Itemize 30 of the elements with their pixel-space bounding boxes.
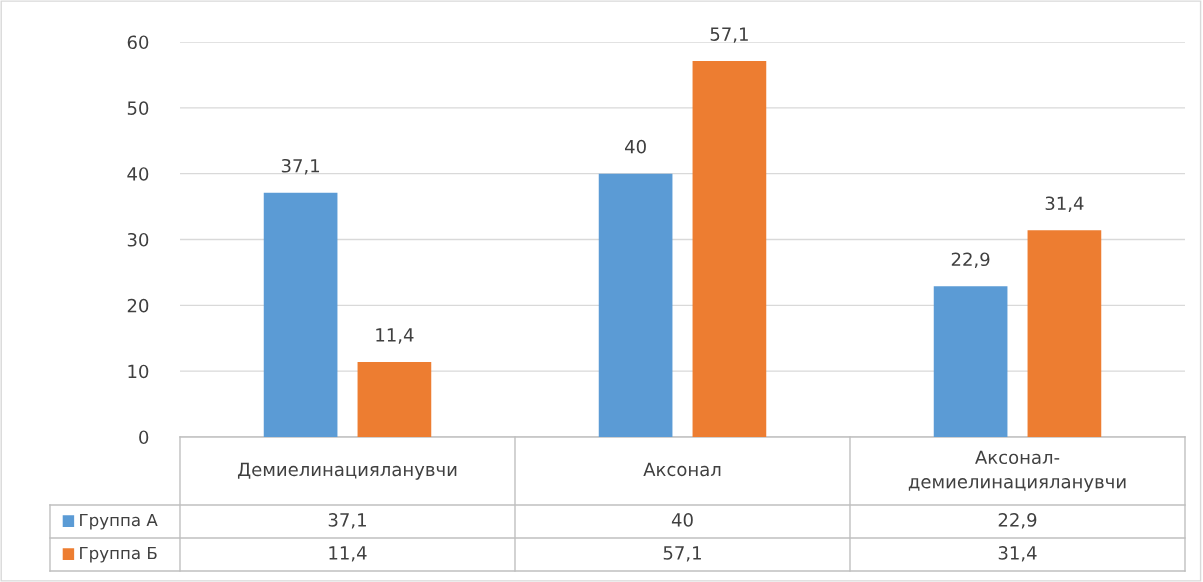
y-tick-label: 0 [139,430,149,445]
x-tick-label: Демиелинацияланувчи [237,462,457,480]
text: 37,1 [281,158,320,175]
bar [1027,230,1102,437]
text: 22,9 [951,252,990,268]
y-tick-label: 20 [127,298,149,313]
y-tick-label: 50 [127,101,149,115]
data-label: 11,4 [329,546,367,562]
bar [598,173,673,437]
y-tick-label: 60 [127,35,149,50]
text: 40 [625,139,646,154]
text: 11,4 [376,328,414,344]
data-label: 37,1 [328,513,366,529]
data-label: 31,4 [998,546,1037,562]
bar [263,192,338,437]
bar [357,361,432,437]
data-label: 40 [671,513,693,527]
data-label: 57,1 [663,546,701,562]
x-tick-label: Аксонал [643,462,721,477]
bar [692,61,767,437]
data-label: 22,9 [998,513,1037,529]
text: 57,1 [710,27,748,43]
text: 31,4 [1045,196,1084,212]
y-tick-label: 30 [127,232,149,247]
y-tick-label: 40 [127,167,149,181]
legend-label: Группа Б [80,546,157,563]
bar [933,286,1008,437]
x-tick-label: Аксонал-демиелинацияланувчи [908,450,1126,492]
legend-label: Группа А [80,513,158,530]
y-tick-label: 10 [128,364,149,379]
